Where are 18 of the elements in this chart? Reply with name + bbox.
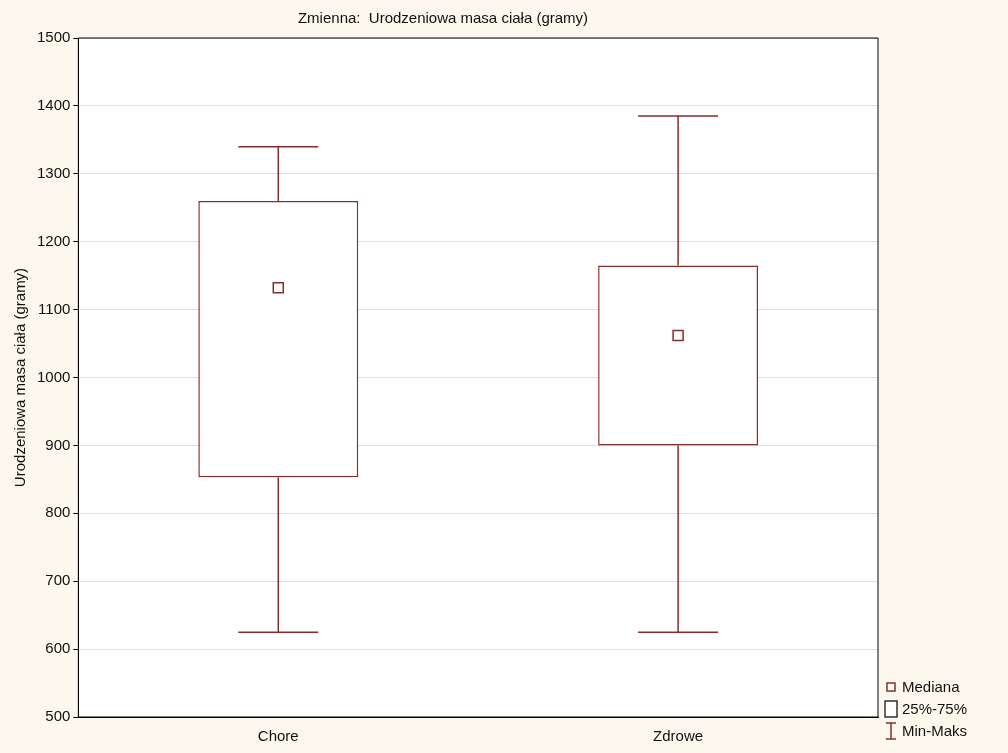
x-tick-label: Zdrowe <box>653 727 704 745</box>
y-tick-label: 600 <box>45 639 71 657</box>
y-tick-label: 700 <box>45 571 71 589</box>
y-tick-label: 800 <box>45 503 71 521</box>
y-tick-label: 1100 <box>38 299 71 317</box>
y-tick-label: 1300 <box>36 163 71 181</box>
text: 25%-75% <box>902 699 968 719</box>
text: Min-Maks <box>902 721 968 741</box>
y-tick-label: 1500 <box>36 28 71 46</box>
y-tick-label: 500 <box>45 707 71 725</box>
y-tick-label: 1200 <box>36 231 71 249</box>
y-axis-title: Urodzeniowa masa ciała (gramy) <box>11 267 29 488</box>
y-tick-label: 1000 <box>36 367 71 385</box>
x-tick-label: Chore <box>257 727 299 745</box>
text: Mediana <box>902 677 960 697</box>
chart-title: Zmienna: Urodzeniowa masa ciała (gramy) <box>297 9 589 27</box>
y-tick-label: 900 <box>45 435 71 453</box>
y-tick-label: 1400 <box>36 96 71 114</box>
